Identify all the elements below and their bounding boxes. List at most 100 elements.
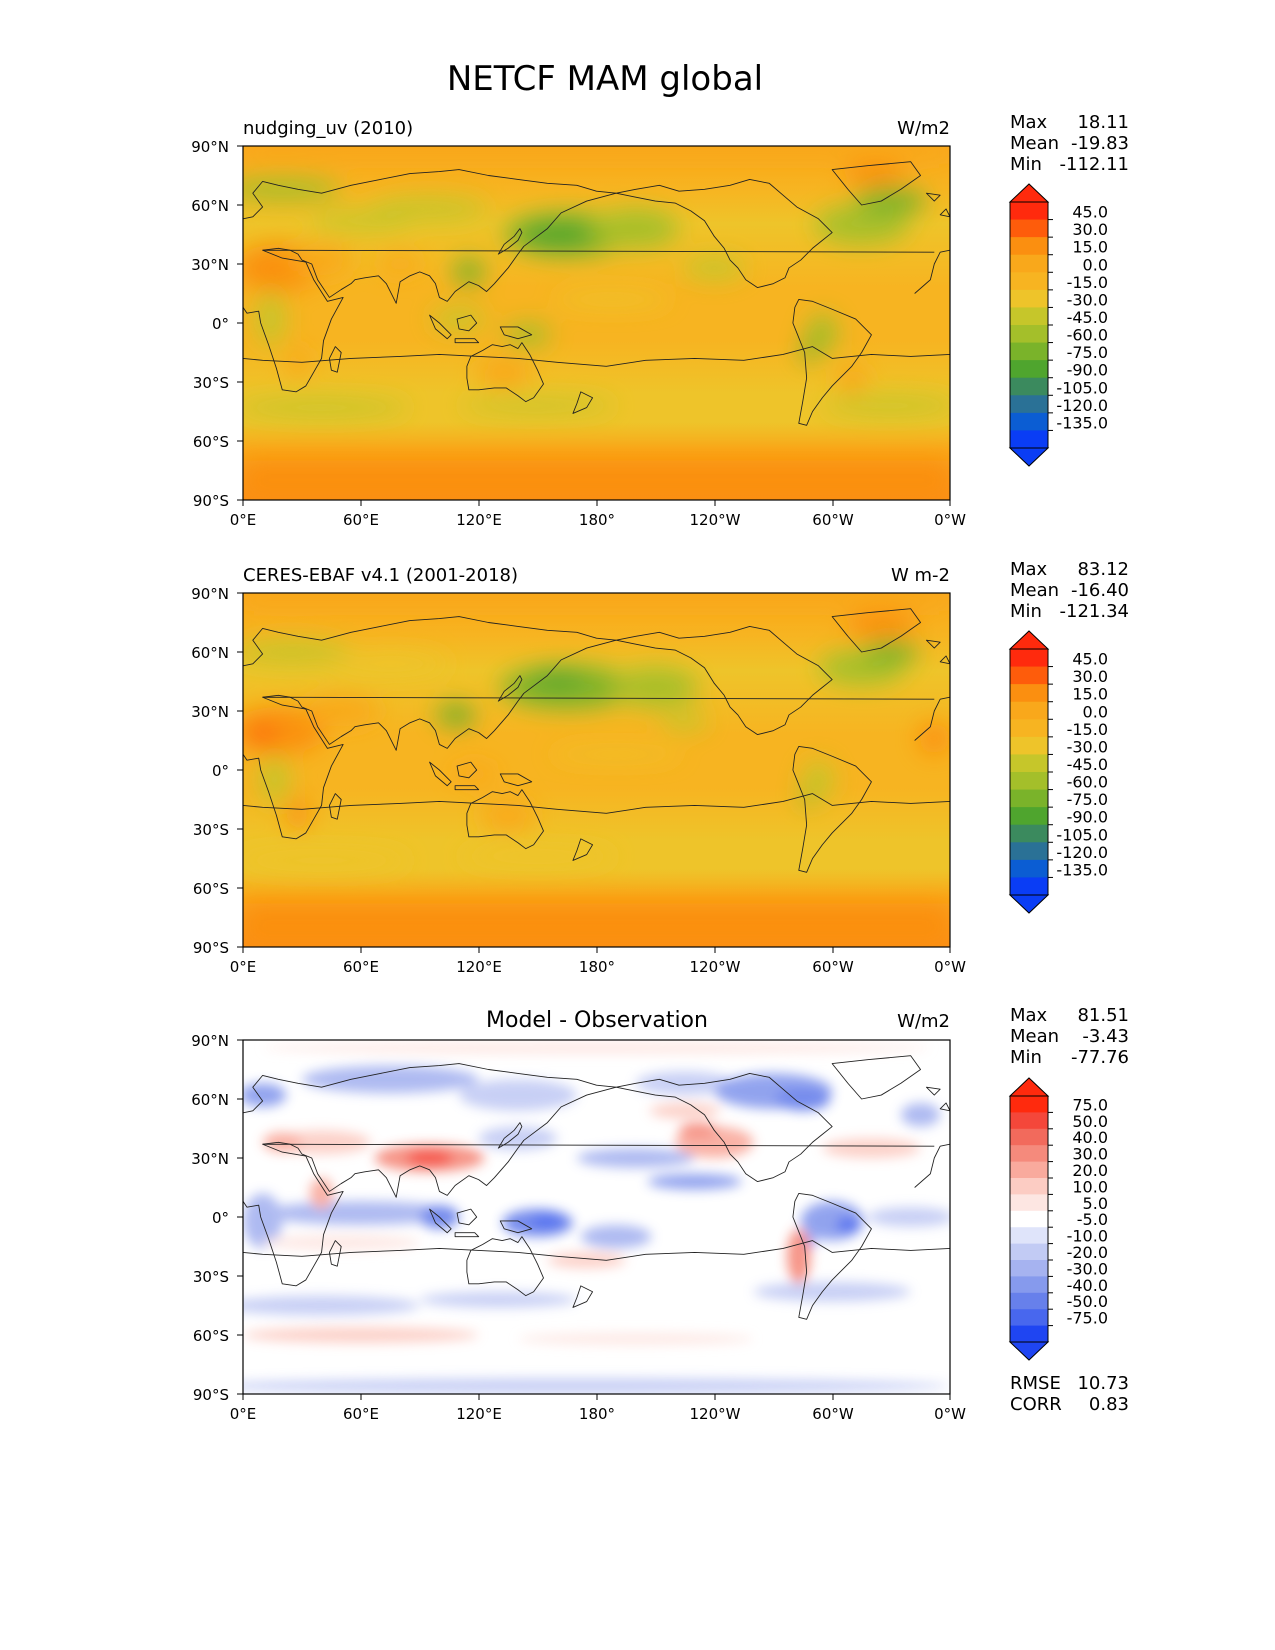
colorbar-segment <box>1010 1227 1048 1245</box>
stat-value: 81.51 <box>1077 1005 1129 1026</box>
colorbar-segment <box>1010 430 1048 449</box>
stat-label: Mean <box>1010 133 1059 154</box>
colorbar-segment <box>1010 1128 1048 1146</box>
lat-tick: 30°S <box>193 374 229 392</box>
colorbar-label: -40.0 <box>1067 1276 1108 1295</box>
colorbar-segment <box>1010 1178 1048 1195</box>
panel-title: Model - Observation <box>486 1008 708 1033</box>
colorbar-label: -5.0 <box>1077 1210 1108 1229</box>
lon-tick: 0°E <box>230 511 257 529</box>
colorbar-segment <box>1010 289 1048 308</box>
lon-tick: 180° <box>579 511 615 529</box>
colorbar-label: -60.0 <box>1067 773 1108 792</box>
panel-ceres: CERES-EBAF v4.1 (2001-2018) W m-2 <box>191 559 1129 976</box>
stats-box: Max 18.11 Mean -19.83 Min -112.11 <box>1010 112 1129 175</box>
stat-label: Max <box>1010 1005 1048 1026</box>
stat-label: Mean <box>1010 580 1059 601</box>
lat-tick: 90°S <box>193 1386 229 1404</box>
lat-tick: 30°S <box>193 1268 229 1286</box>
stat-label: CORR <box>1010 1394 1062 1415</box>
lat-tick: 30°N <box>191 703 229 721</box>
lat-axis: 90°N 60°N 30°N 0° 30°S 60°S 90°S <box>191 138 243 510</box>
lat-tick: 30°N <box>191 1150 229 1168</box>
lat-axis: 90°N 60°N 30°N 0° 30°S 60°S 90°S <box>191 1032 243 1404</box>
stat-value: 10.73 <box>1077 1373 1129 1394</box>
map-area <box>242 1039 951 1395</box>
stat-value: -3.43 <box>1082 1026 1129 1047</box>
colorbar-segment <box>1010 807 1048 826</box>
colorbar-label: -45.0 <box>1067 755 1108 774</box>
colorbar-label: -75.0 <box>1067 790 1108 809</box>
colorbar-label: 30.0 <box>1072 1145 1108 1164</box>
panel-difference: Model - Observation W/m2 <box>191 1005 1129 1423</box>
colorbar-label: -75.0 <box>1067 343 1108 362</box>
stat-label: Min <box>1010 1047 1042 1068</box>
colorbar-label: -135.0 <box>1056 413 1108 432</box>
colorbar-extend-top <box>1008 1077 1050 1097</box>
colorbar-segment <box>1010 272 1048 291</box>
lat-tick: 30°S <box>193 821 229 839</box>
colorbar-label: -60.0 <box>1067 326 1108 345</box>
colorbar-segment <box>1010 1194 1048 1212</box>
colorbar-label: 75.0 <box>1072 1095 1108 1114</box>
colorbar-extend-top <box>1008 183 1050 203</box>
lon-tick: 0°E <box>230 1405 257 1423</box>
colorbar-label: -75.0 <box>1067 1309 1108 1328</box>
lon-axis: 0°E 60°E 120°E 180° 120°W 60°W 0°W <box>230 947 966 976</box>
colorbar-segment <box>1010 789 1048 808</box>
colorbar-segment <box>1010 754 1048 773</box>
colorbar-segment <box>1010 736 1048 755</box>
stat-value: 0.83 <box>1089 1394 1129 1415</box>
colorbar-label: -105.0 <box>1056 378 1108 397</box>
stats-box: Max 83.12 Mean -16.40 Min -121.34 <box>1010 559 1129 622</box>
panel-nudging: nudging_uv (2010) W/m2 <box>191 112 1129 529</box>
lat-tick: 90°N <box>191 138 229 156</box>
colorbar-label: 40.0 <box>1072 1128 1108 1147</box>
colorbar: 45.030.015.00.0-15.0-30.0-45.0-60.0-75.0… <box>1008 183 1108 467</box>
colorbar-segment <box>1010 772 1048 791</box>
colorbar-label: 15.0 <box>1072 685 1108 704</box>
colorbar-segment <box>1010 237 1048 256</box>
lat-tick: 90°N <box>191 1032 229 1050</box>
lat-tick: 90°S <box>193 492 229 510</box>
colorbar-label: -90.0 <box>1067 808 1108 827</box>
lon-tick: 120°W <box>690 958 741 976</box>
lat-tick: 90°N <box>191 585 229 603</box>
lon-tick: 0°W <box>934 958 966 976</box>
colorbar-label: 5.0 <box>1083 1194 1108 1213</box>
colorbar-segment <box>1010 649 1048 668</box>
map-area <box>242 592 951 948</box>
colorbar-label: -15.0 <box>1067 273 1108 292</box>
panel-title: nudging_uv (2010) <box>243 118 413 139</box>
colorbar-segment <box>1010 1096 1048 1113</box>
colorbar-label: -10.0 <box>1067 1227 1108 1246</box>
lat-tick: 60°N <box>191 197 229 215</box>
lat-tick: 30°N <box>191 256 229 274</box>
colorbar-segment <box>1010 202 1048 221</box>
colorbar-label: 15.0 <box>1072 238 1108 257</box>
lon-tick: 120°E <box>456 511 502 529</box>
colorbar-segment <box>1010 1161 1048 1179</box>
lon-tick: 120°W <box>690 1405 741 1423</box>
colorbar-segment <box>1010 342 1048 361</box>
stats-box: Max 81.51 Mean -3.43 Min -77.76 <box>1010 1005 1129 1068</box>
stat-label: Min <box>1010 601 1042 622</box>
stat-value: -112.11 <box>1060 154 1129 175</box>
lat-tick: 0° <box>212 1209 229 1227</box>
rmse-corr-box: RMSE 10.73 CORR 0.83 <box>1010 1373 1129 1415</box>
colorbar-extend-bottom <box>1008 1341 1050 1361</box>
colorbar-segment <box>1010 307 1048 326</box>
colorbar-label: 20.0 <box>1072 1161 1108 1180</box>
panel-title: CERES-EBAF v4.1 (2001-2018) <box>243 565 518 586</box>
colorbar-label: -15.0 <box>1067 720 1108 739</box>
stat-value: 18.11 <box>1077 112 1129 133</box>
stat-value: -19.83 <box>1071 133 1129 154</box>
lon-tick: 120°W <box>690 511 741 529</box>
colorbar-label: -120.0 <box>1056 843 1108 862</box>
colorbar-segment <box>1010 1210 1048 1228</box>
lon-tick: 60°W <box>812 1405 854 1423</box>
colorbar-segment <box>1010 254 1048 273</box>
colorbar-label: -120.0 <box>1056 396 1108 415</box>
colorbar: 75.050.040.030.020.010.05.0-5.0-10.0-20.… <box>1008 1077 1108 1361</box>
